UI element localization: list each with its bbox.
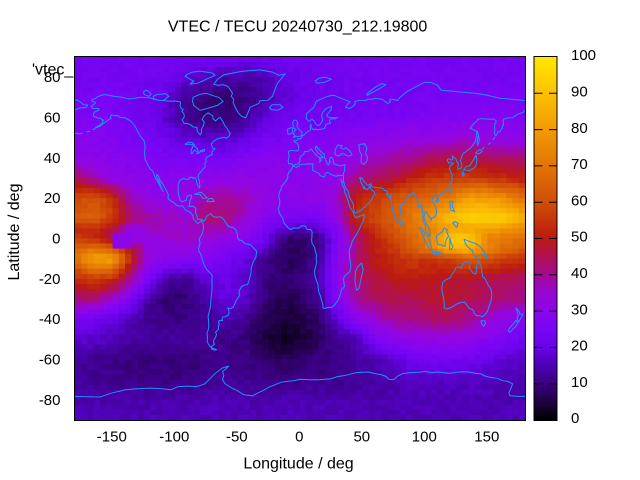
svg-text:50: 50 (571, 229, 588, 246)
svg-text:60: 60 (571, 192, 588, 209)
svg-text:20: 20 (571, 338, 588, 355)
svg-text:40: 40 (571, 265, 588, 282)
svg-text:0: 0 (571, 410, 579, 427)
svg-text:30: 30 (571, 301, 588, 318)
svg-text:70: 70 (571, 156, 588, 173)
svg-text:80: 80 (571, 120, 588, 137)
svg-text:90: 90 (571, 84, 588, 101)
svg-text:'vtec_: 'vtec_ (32, 62, 74, 79)
svg-text:VTEC / TECU 20240730_212.19800: VTEC / TECU 20240730_212.19800 (168, 19, 428, 36)
svg-text:10: 10 (571, 374, 588, 391)
